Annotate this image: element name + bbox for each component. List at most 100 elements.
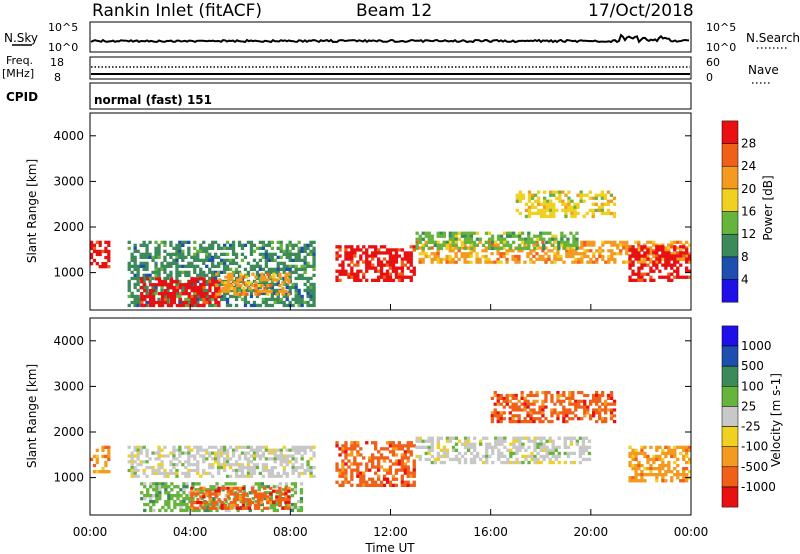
echo-cell (412, 465, 416, 469)
echo-cell (309, 466, 313, 470)
echo-cell (241, 501, 246, 505)
echo-cell (205, 273, 209, 277)
echo-cell (181, 300, 185, 305)
echo-cell (530, 205, 535, 209)
echo-cell (214, 240, 218, 244)
echo-cell (294, 291, 298, 296)
echo-cell (466, 234, 471, 238)
echo-cell (512, 436, 516, 440)
echo-cell (533, 211, 538, 216)
echo-cell (598, 414, 602, 418)
echo-cell (388, 468, 393, 472)
echo-cell (202, 492, 206, 496)
echo-cell (300, 273, 304, 277)
echo-cell (436, 439, 440, 443)
echo-cell (445, 243, 449, 247)
echo-cell (518, 231, 522, 235)
echo-cell (261, 243, 265, 247)
echo-cell (497, 454, 501, 459)
echo-cell (234, 288, 239, 293)
echo-cell (300, 445, 304, 449)
echo-cell (589, 243, 593, 247)
echo-cell (178, 270, 182, 274)
echo-cell (554, 454, 558, 459)
echo-cell (543, 211, 547, 216)
echo-cell (539, 445, 543, 449)
echo-cell (184, 264, 188, 268)
echo-cell (182, 500, 186, 504)
echo-cell (175, 294, 179, 299)
echo-cell (133, 267, 137, 271)
echo-cell (344, 254, 348, 258)
echo-cell (214, 276, 218, 281)
echo-cell (667, 445, 671, 449)
echo-cell (300, 276, 304, 281)
echo-cell (175, 267, 179, 271)
echo-cell (288, 460, 292, 464)
echo-cell (279, 243, 283, 247)
echo-cell (542, 243, 546, 247)
echo-cell (312, 288, 316, 293)
echo-cell (335, 465, 339, 469)
echo-cell (179, 488, 183, 492)
echo-cell (276, 240, 280, 244)
echo-cell (344, 447, 348, 451)
echo-cell (388, 260, 393, 264)
echo-cell (445, 257, 449, 261)
echo-cell (166, 261, 170, 265)
echo-cell (553, 260, 557, 264)
echo-cell (239, 292, 243, 296)
echo-cell (442, 231, 446, 235)
echo-cell (377, 477, 381, 481)
echo-cell (503, 237, 507, 241)
echo-region (415, 436, 592, 465)
echo-cell (149, 508, 153, 513)
echo-cell (241, 492, 246, 496)
echo-cell (637, 479, 641, 483)
echo-cell (502, 254, 506, 259)
echo-cell (570, 205, 574, 209)
echo-cell (101, 448, 105, 452)
echo-cell (249, 267, 254, 271)
echo-cell (142, 240, 146, 244)
echo-cell (527, 240, 531, 244)
echo-cell (543, 199, 547, 203)
echo-cell (418, 234, 422, 238)
echo-cell (288, 249, 292, 253)
echo-cell (278, 482, 282, 486)
echo-cell (634, 448, 638, 452)
echo-cell (188, 497, 192, 501)
echo-cell (524, 448, 528, 452)
echo-cell (136, 468, 140, 473)
echo-cell (448, 231, 452, 235)
echo-cell (278, 501, 282, 505)
echo-cell (90, 262, 94, 266)
echo-cell (466, 445, 471, 449)
echo-cell (104, 265, 108, 269)
echo-cell (242, 289, 246, 293)
echo-cell (220, 252, 224, 256)
echo-cell (664, 251, 668, 255)
echo-cell (282, 466, 286, 470)
echo-cell (628, 476, 632, 480)
echo-cell (160, 267, 164, 271)
echo-cell (169, 240, 173, 244)
echo-cell (655, 266, 659, 270)
echo-cell (529, 414, 533, 418)
echo-cell (511, 257, 515, 261)
echo-cell (365, 254, 369, 258)
echo-cell (547, 257, 551, 261)
echo-cell (460, 254, 464, 259)
echo-cell (550, 399, 554, 403)
echo-cell (368, 263, 372, 267)
echo-cell (130, 460, 134, 464)
echo-cell (211, 457, 215, 461)
echo-cell (335, 480, 339, 484)
echo-cell (227, 286, 231, 291)
echo-cell (254, 286, 258, 291)
echo-cell (270, 270, 274, 274)
echo-cell (374, 254, 378, 258)
echo-cell (211, 243, 215, 247)
echo-cell (130, 474, 134, 478)
